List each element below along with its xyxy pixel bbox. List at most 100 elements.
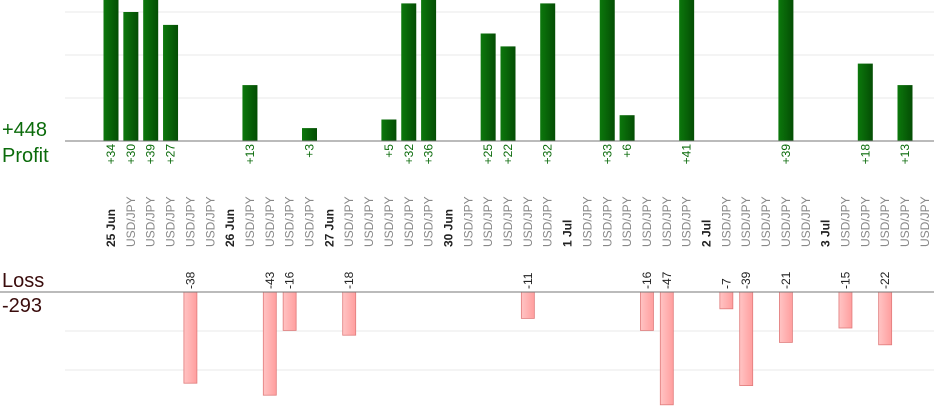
pair-tick-label: USD/JPY <box>461 196 475 247</box>
profit-bar <box>103 0 119 141</box>
pair-tick-label: USD/JPY <box>739 196 753 247</box>
profit-value-label: +39 <box>144 144 158 165</box>
profit-value-label: +22 <box>501 144 515 165</box>
profit-value-label: +34 <box>104 144 118 165</box>
loss-value-label: -47 <box>660 271 674 289</box>
profit-value-label: +25 <box>481 144 495 165</box>
loss-value-label: -22 <box>878 271 892 289</box>
pair-tick-label: USD/JPY <box>521 196 535 247</box>
profit-bar <box>123 12 139 141</box>
pair-tick-label: USD/JPY <box>640 196 654 247</box>
date-tick-label: 26 Jun <box>223 209 237 247</box>
pair-tick-label: USD/JPY <box>799 196 813 247</box>
date-tick-label: 3 Jul <box>819 220 833 247</box>
pair-tick-label: USD/JPY <box>759 196 773 247</box>
profit-value-label: +3 <box>303 144 317 158</box>
loss-value-label: -16 <box>640 271 654 289</box>
pair-tick-label: USD/JPY <box>898 196 912 247</box>
profit-value-label: +6 <box>620 144 634 158</box>
profit-value-label: +39 <box>779 144 793 165</box>
pair-tick-label: USD/JPY <box>342 196 356 247</box>
loss-bar <box>739 291 754 386</box>
loss-value-label: -43 <box>263 271 277 289</box>
pair-tick-label: USD/JPY <box>164 196 178 247</box>
profit-bar <box>163 24 179 141</box>
loss-bar <box>719 291 734 310</box>
loss-title: Loss <box>2 270 45 292</box>
loss-total-label: -293 <box>2 295 43 317</box>
pair-tick-label: USD/JPY <box>402 196 416 247</box>
profit-total-label: +448 <box>2 119 48 141</box>
pair-tick-label: USD/JPY <box>481 196 495 247</box>
pair-tick-label: USD/JPY <box>501 196 515 247</box>
pair-tick-label: USD/JPY <box>858 196 872 247</box>
pair-tick-label: USD/JPY <box>243 196 257 247</box>
pair-tick-label: USD/JPY <box>541 196 555 247</box>
profit-bar <box>679 0 695 142</box>
profit-value-label: +32 <box>541 144 555 165</box>
loss-bar <box>659 291 674 406</box>
loss-value-label: -11 <box>521 272 535 289</box>
date-tick-label: 2 Jul <box>700 220 714 247</box>
profit-value-label: +41 <box>680 144 694 165</box>
profit-bar <box>242 85 258 141</box>
pair-tick-label: USD/JPY <box>263 196 277 247</box>
date-tick-label: 25 Jun <box>104 209 118 247</box>
pair-tick-label: USD/JPY <box>878 196 892 247</box>
loss-value-label: -18 <box>342 271 356 289</box>
date-tick-label: 30 Jun <box>441 209 455 247</box>
profit-value-label: +32 <box>402 144 416 165</box>
loss-value-label: -16 <box>283 271 297 289</box>
pair-tick-label: USD/JPY <box>918 196 932 247</box>
profit-bar <box>302 128 317 141</box>
loss-bar <box>878 291 893 346</box>
pair-tick-label: USD/JPY <box>382 196 396 247</box>
loss-bar <box>342 291 357 336</box>
profit-bar <box>500 46 516 141</box>
profit-bar <box>778 0 794 141</box>
pair-tick-label: USD/JPY <box>600 196 614 247</box>
loss-bar <box>262 291 277 396</box>
loss-value-label: -38 <box>183 271 197 289</box>
profit-value-label: +13 <box>898 144 912 165</box>
profit-bar <box>599 0 615 141</box>
pair-tick-label: USD/JPY <box>620 196 634 247</box>
profit-title: Profit <box>2 145 49 167</box>
pair-tick-label: USD/JPY <box>183 196 197 247</box>
loss-bar <box>282 291 297 331</box>
pair-tick-label: USD/JPY <box>779 196 793 247</box>
pair-tick-label: USD/JPY <box>124 196 138 247</box>
profit-bar <box>897 85 913 141</box>
pair-tick-label: USD/JPY <box>719 196 733 247</box>
profit-value-label: +36 <box>422 144 436 165</box>
profit-value-label: +33 <box>600 144 614 165</box>
pair-tick-label: USD/JPY <box>660 196 674 247</box>
profit-bar <box>857 63 873 141</box>
profit-bar <box>381 119 397 141</box>
profit-value-label: +5 <box>382 144 396 158</box>
pair-tick-label: USD/JPY <box>303 196 317 247</box>
loss-value-label: -15 <box>838 271 852 289</box>
loss-value-label: -39 <box>739 271 753 289</box>
loss-bar <box>520 291 535 319</box>
profit-value-label: +13 <box>243 144 257 165</box>
pair-tick-label: USD/JPY <box>283 196 297 247</box>
pair-tick-label: USD/JPY <box>422 196 436 247</box>
pair-tick-label: USD/JPY <box>580 196 594 247</box>
loss-value-label: -21 <box>779 271 793 289</box>
profit-bar <box>143 0 159 141</box>
profit-bar <box>619 115 635 141</box>
loss-value-label: -7 <box>719 278 733 289</box>
profit-value-label: +27 <box>164 144 178 165</box>
date-tick-label: 1 Jul <box>561 220 575 247</box>
pair-tick-label: USD/JPY <box>144 196 158 247</box>
pair-tick-label: USD/JPY <box>680 196 694 247</box>
pair-tick-label: USD/JPY <box>362 196 376 247</box>
date-tick-label: 27 Jun <box>322 209 336 247</box>
profit-bar <box>401 3 417 142</box>
profit-bar <box>540 3 556 142</box>
loss-bar <box>183 291 198 384</box>
loss-bar <box>838 291 853 329</box>
